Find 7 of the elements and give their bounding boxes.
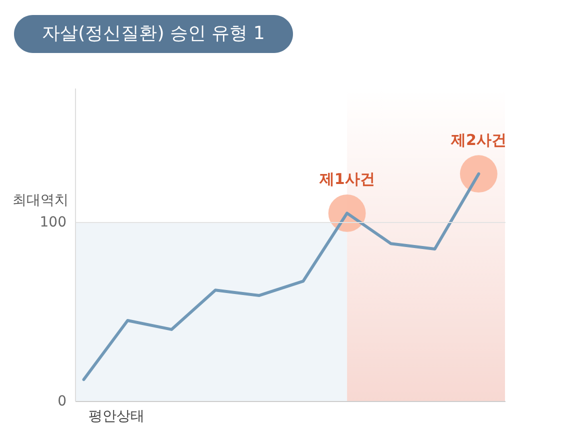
y-tick-label: 100 [40, 214, 66, 231]
chart-title: 자살(정신질환) 승인 유형 1 [42, 23, 265, 44]
annotation: 제2사건 [450, 130, 506, 149]
y-tick-label: 0 [58, 394, 66, 410]
annotation: 제1사건 [318, 170, 375, 188]
y-axis-title: 최대역치 [12, 192, 68, 209]
x-axis-title: 평안상태 [88, 408, 144, 424]
